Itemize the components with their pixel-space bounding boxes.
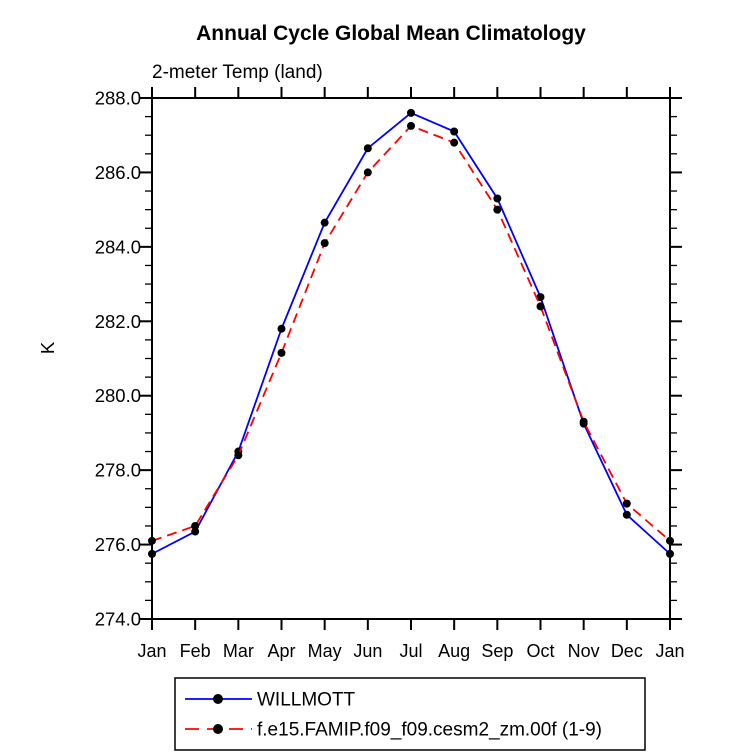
data-point <box>148 536 156 545</box>
plot-border <box>151 97 671 620</box>
data-point <box>363 144 372 153</box>
x-tick-label: Nov <box>568 641 600 661</box>
chart-title: Annual Cycle Global Mean Climatology <box>196 22 586 45</box>
data-point <box>666 549 674 558</box>
chart-subtitle: 2-meter Temp (land) <box>152 62 323 83</box>
y-tick-label: 284.0 <box>95 236 141 257</box>
y-tick-label: 278.0 <box>95 460 141 481</box>
data-point <box>666 536 674 545</box>
x-tick-label: Dec <box>611 641 643 661</box>
data-point <box>536 293 545 302</box>
y-tick-label: 280.0 <box>95 385 141 406</box>
data-point <box>536 302 545 311</box>
x-tick-label: Jan <box>137 641 166 661</box>
y-tick-label: 274.0 <box>95 609 141 630</box>
axis-ticks-layer: Jan Feb Mar Apr May Jun Jul Aug Sep Oct Nov Dec Jan 2… <box>95 87 685 661</box>
data-point <box>320 218 329 227</box>
series-line-1 <box>151 124 671 542</box>
data-point <box>363 168 372 177</box>
data-point <box>407 108 415 117</box>
x-tick-label: Jun <box>353 641 382 661</box>
data-point <box>191 527 200 536</box>
legend-marker-model <box>213 724 223 734</box>
x-tick-label: Sep <box>481 641 513 661</box>
data-point <box>277 324 286 333</box>
x-tick-label: Jan <box>655 641 684 661</box>
data-point <box>277 348 286 357</box>
legend-label-willmott: WILLMOTT <box>257 690 356 711</box>
data-point <box>493 194 502 203</box>
data-point <box>407 121 415 130</box>
y-axis-title: K <box>37 341 58 354</box>
y-tick-label: 288.0 <box>95 88 141 109</box>
x-tick-label: May <box>308 641 342 661</box>
legend: WILLMOTT f.e15.FAMIP.f09_f09.cesm2_zm.00… <box>174 677 646 751</box>
legend-label-model: f.e15.FAMIP.f09_f09.cesm2_zm.00f (1-9) <box>257 720 602 741</box>
data-point <box>191 521 200 530</box>
data-point <box>148 549 156 558</box>
data-point <box>450 138 459 147</box>
data-point <box>622 499 631 508</box>
data-point <box>493 205 502 214</box>
data-point <box>622 510 631 519</box>
series-line-0 <box>151 111 671 555</box>
x-tick-label: Mar <box>223 641 254 661</box>
y-tick-label: 282.0 <box>95 311 141 332</box>
x-tick-label: Jul <box>399 641 422 661</box>
y-tick-label: 276.0 <box>95 534 141 555</box>
y-tick-label: 286.0 <box>95 162 141 183</box>
x-tick-label: Oct <box>526 641 554 661</box>
legend-box <box>174 677 646 751</box>
data-point <box>320 239 329 248</box>
x-tick-label: Feb <box>180 641 211 661</box>
x-tick-label: Apr <box>267 641 295 661</box>
data-point <box>450 127 459 136</box>
series-layer <box>148 108 674 558</box>
data-point <box>234 451 243 460</box>
x-tick-label: Aug <box>438 641 470 661</box>
legend-marker-willmott <box>213 694 223 704</box>
data-point <box>579 417 588 426</box>
